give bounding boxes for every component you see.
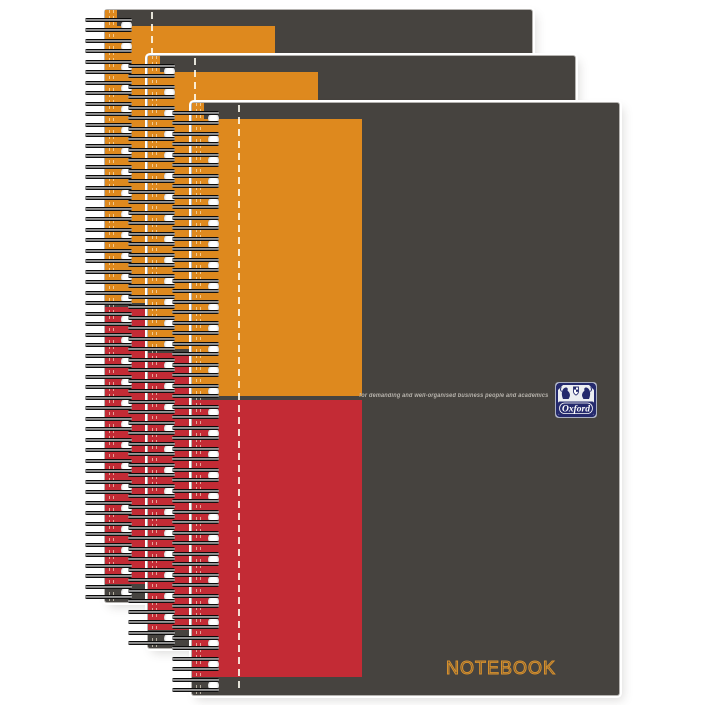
punch-hole <box>208 679 219 691</box>
spine-strip-orange <box>148 56 160 73</box>
stitch-line <box>109 10 110 602</box>
stitch-line <box>196 103 197 695</box>
cover-panel-orange <box>192 119 362 396</box>
stitch-line <box>156 56 157 648</box>
fold-dashed-line <box>238 105 240 693</box>
spine-strip-orange <box>105 10 117 27</box>
oxford-crest-icon: Oxford <box>555 382 597 418</box>
oxford-wordmark: Oxford <box>562 405 590 415</box>
tagline-text: for demanding and well-organised busines… <box>358 393 548 399</box>
notebook-front: for demanding and well-organised busines… <box>172 103 619 695</box>
cover-panel-red <box>192 400 362 677</box>
notebook-title: NOTEBOOK <box>445 658 557 679</box>
notebook-cover: for demanding and well-organised busines… <box>172 103 619 695</box>
stitch-line <box>113 10 114 602</box>
stitch-line <box>152 56 153 648</box>
oxford-logo: Oxford <box>555 382 597 418</box>
stitch-line <box>200 103 201 695</box>
spine-strip-orange <box>192 103 204 120</box>
punch-hole <box>121 586 132 598</box>
punch-hole <box>164 632 175 644</box>
